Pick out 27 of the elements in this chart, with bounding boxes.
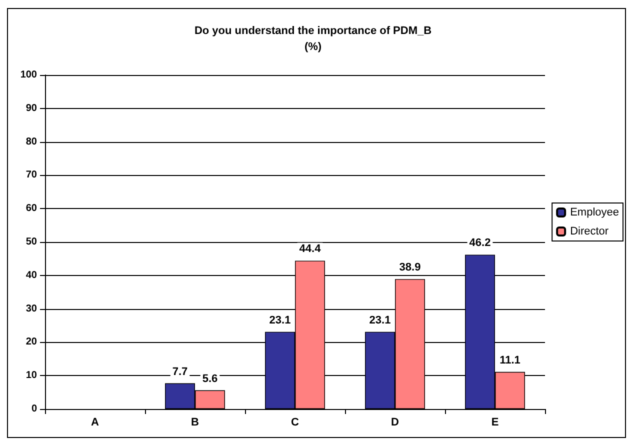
x-tick-label: C (291, 416, 300, 428)
data-label: 7.7 (172, 366, 188, 378)
y-tick-label: 100 (20, 70, 38, 80)
x-tick-label: E (491, 416, 499, 428)
y-tick-label: 70 (26, 170, 38, 181)
data-label: 38.9 (399, 262, 421, 274)
y-tick-label: 20 (26, 336, 38, 348)
data-label: 44.4 (299, 243, 322, 256)
y-tick-label: 60 (26, 203, 38, 214)
y-tick-label: 50 (26, 236, 38, 248)
data-label: 11.1 (500, 354, 520, 366)
legend-label: Director (570, 226, 609, 238)
y-tick-label: 10 (26, 370, 38, 382)
data-label: 23.1 (369, 314, 391, 326)
data-label: 46.2 (469, 237, 491, 250)
data-label: 23.1 (269, 314, 291, 326)
x-tick-label: B (191, 416, 200, 428)
chart-title: Do you understand the importance of PDM_B (%) (194, 25, 432, 53)
y-tick-label: 40 (26, 270, 38, 281)
legend-label: Employee (570, 206, 620, 218)
y-tick-label: 0 (31, 404, 38, 414)
x-tick-label: A (91, 416, 100, 428)
y-tick-label: 30 (26, 303, 38, 314)
y-tick-label: 90 (26, 102, 38, 114)
x-tick-label: D (391, 416, 400, 428)
y-tick-label: 80 (26, 136, 38, 148)
data-label: 5.6 (202, 372, 218, 385)
